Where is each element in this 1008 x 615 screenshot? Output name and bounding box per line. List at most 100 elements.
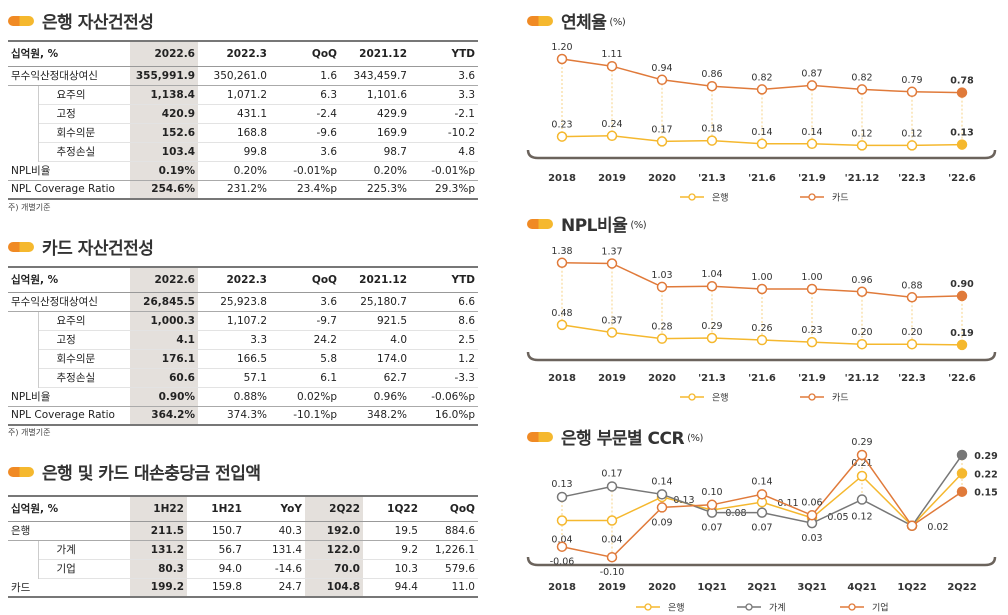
data-label: 0.04 <box>551 535 572 546</box>
table-cell: 98.7 <box>340 142 410 162</box>
table-cell: 3.3 <box>198 330 270 350</box>
bullet-icon <box>527 218 553 229</box>
bullet-icon <box>527 431 553 442</box>
column-header: QoQ <box>311 273 337 286</box>
table-row: 기업 80.3 94.0 -14.6 70.0 10.3 579.6 <box>8 559 478 579</box>
data-label: 0.20 <box>901 327 922 338</box>
x-tick-label: 2020 <box>648 173 676 184</box>
table-cell: 23.4%p <box>270 180 340 200</box>
data-point <box>606 60 618 72</box>
table-cell: 0.19% <box>130 161 198 181</box>
table-cell: 16.0%p <box>410 406 478 426</box>
data-point <box>956 87 968 98</box>
table-cell: 1,071.2 <box>198 85 270 105</box>
data-label: 1.04 <box>701 269 722 280</box>
table-cell: 1,107.2 <box>198 311 270 331</box>
table-cell: 3.6 <box>270 292 340 312</box>
row-label: 무수익산정대상여신 <box>8 292 130 312</box>
data-point <box>856 338 868 350</box>
table-cell: 1.6 <box>270 66 340 86</box>
data-label: 0.12 <box>901 128 922 139</box>
column-header: YoY <box>280 502 302 515</box>
data-point <box>756 84 768 95</box>
data-point <box>606 130 618 142</box>
column-header: YTD <box>451 273 475 286</box>
table-row: NPL Coverage Ratio 364.2% 374.3% -10.1%p 348… <box>8 406 478 426</box>
table-cell: 350,261.0 <box>198 66 270 86</box>
table-cell: -0.01%p <box>410 161 478 181</box>
bank-asset-table: 십억원, % 2022.6 2022.3 QoQ 2021.12 YTD 무수익산정대상여신… <box>8 40 478 200</box>
chart-0: 2018 2019 2020 '21.3 '21.6 '21.9 '21.12 '22.3 '2… <box>526 42 997 204</box>
data-point <box>756 334 768 346</box>
table-cell: 3.6 <box>270 142 340 162</box>
data-point <box>956 486 968 497</box>
data-label: 1.20 <box>551 42 572 53</box>
table-cell: 25,180.7 <box>340 292 410 312</box>
data-label: 0.17 <box>601 468 622 479</box>
table-cell: 199.2 <box>130 578 187 598</box>
legend-label: 은행 <box>712 392 729 404</box>
table-cell: -9.7 <box>270 311 340 331</box>
data-label: 0.94 <box>651 63 672 74</box>
data-label: 0.48 <box>551 308 572 319</box>
data-point <box>806 336 818 348</box>
table-cell: 104.8 <box>305 578 363 598</box>
data-point <box>656 333 668 344</box>
table-cell: 6.3 <box>270 85 340 105</box>
data-label: 0.13 <box>950 128 973 139</box>
x-tick-label: '21.12 <box>845 373 880 384</box>
x-tick-label: 2018 <box>548 373 576 384</box>
row-label: 은행 <box>8 521 130 541</box>
table-cell: 0.02%p <box>270 387 340 407</box>
chart-title-npl: NPL비율 (%) <box>527 211 647 236</box>
bank-asset-title: 은행 자산건전성 <box>8 8 154 33</box>
data-label: 0.07 <box>701 523 722 534</box>
data-label: 0.82 <box>751 72 772 83</box>
x-tick-label: '22.3 <box>898 173 926 184</box>
data-label: 0.14 <box>751 476 772 487</box>
column-header: 1H21 <box>211 502 242 515</box>
column-header: QoQ <box>311 47 337 60</box>
x-tick-label: '21.6 <box>748 373 776 384</box>
column-header: YTD <box>451 47 475 60</box>
data-point <box>806 80 818 91</box>
legend-label: 카드 <box>832 393 849 404</box>
data-label: 0.21 <box>851 458 872 469</box>
data-point <box>906 86 918 98</box>
data-point <box>856 449 868 461</box>
data-point <box>706 499 718 511</box>
table-cell: 192.0 <box>305 521 363 541</box>
x-tick-label: 2018 <box>548 582 576 593</box>
row-label: 회수의문 <box>38 349 130 369</box>
card-asset-table: 십억원, % 2022.6 2022.3 QoQ 2021.12 YTD 무수익산정대상여신… <box>8 266 478 426</box>
table-cell: 60.6 <box>130 368 198 388</box>
table-cell: 1,226.1 <box>421 540 478 560</box>
data-label: 0.29 <box>974 451 997 462</box>
x-tick-label: 3Q21 <box>797 582 826 593</box>
legend-marker-icon <box>688 193 696 201</box>
data-point <box>756 138 768 150</box>
table-cell: 884.6 <box>421 521 478 541</box>
data-point <box>856 140 868 151</box>
legend-marker-icon <box>644 603 652 611</box>
column-header: QoQ <box>449 502 475 515</box>
data-label: 0.29 <box>851 437 872 448</box>
data-point <box>856 494 868 505</box>
table-cell: 4.1 <box>130 330 198 350</box>
data-point <box>756 489 768 500</box>
indent-spacer <box>8 104 39 123</box>
data-label: 0.22 <box>974 469 997 480</box>
axis-bracket <box>526 351 997 362</box>
header-unit: 십억원, % <box>11 503 59 516</box>
data-label: 0.23 <box>551 120 572 131</box>
table-cell: 131.2 <box>130 540 187 560</box>
x-tick-label: '21.6 <box>748 173 776 184</box>
table-cell: -10.1%p <box>270 406 340 426</box>
data-point <box>856 84 868 95</box>
table-row: 추정손실 60.6 57.1 6.1 62.7 -3.3 <box>8 368 478 388</box>
table-cell: 8.6 <box>410 311 478 331</box>
data-point <box>556 541 568 552</box>
data-label: 0.78 <box>950 76 974 87</box>
column-header: 1H22 <box>130 496 187 521</box>
table-cell: 921.5 <box>340 311 410 331</box>
